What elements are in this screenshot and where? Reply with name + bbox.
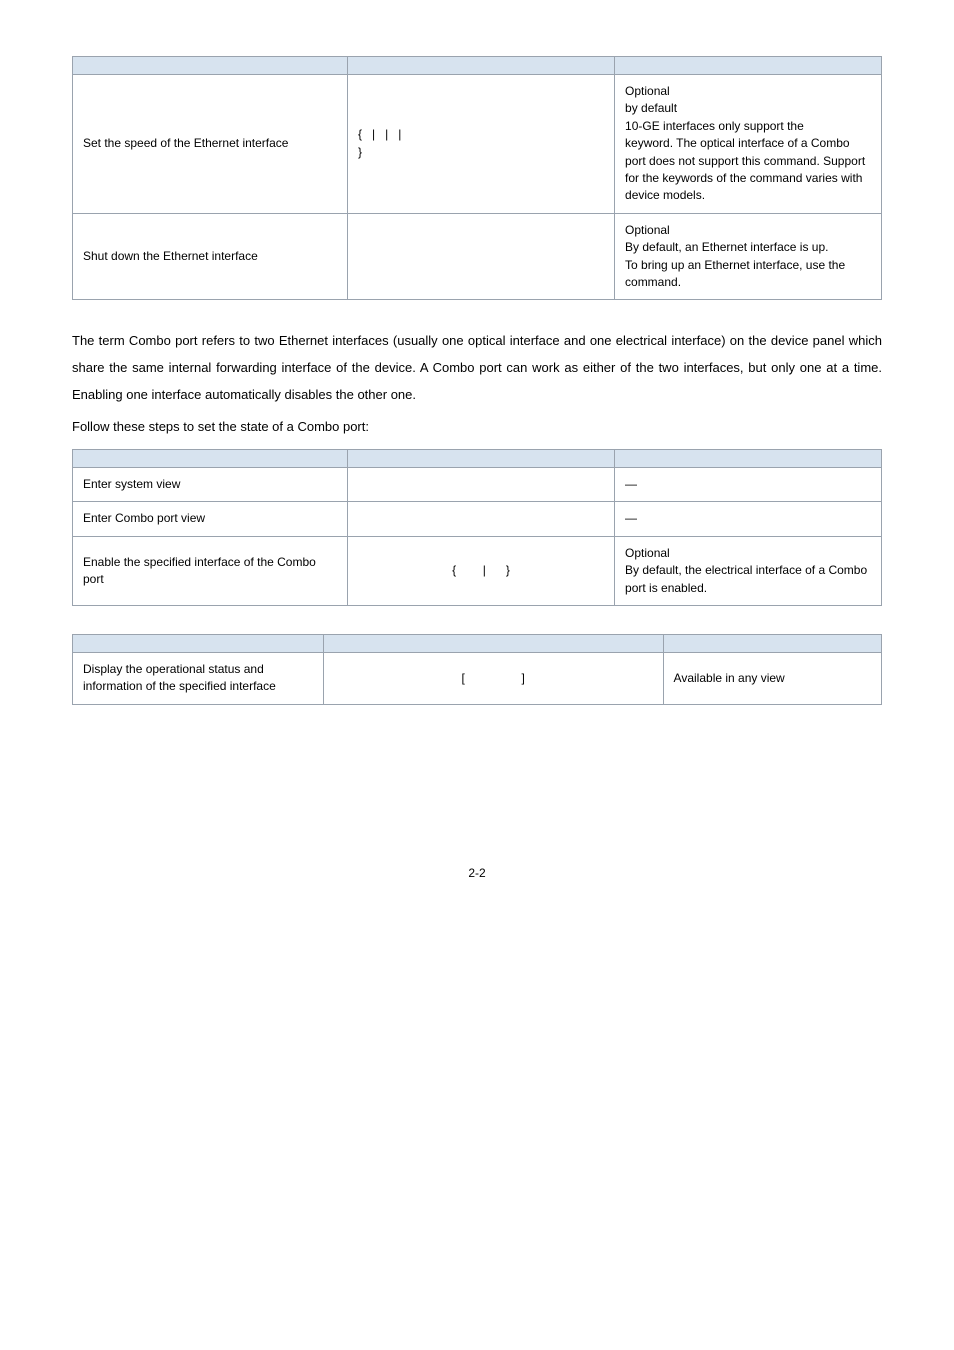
- config-table-2: Enter system view — Enter Combo port vie…: [72, 449, 882, 606]
- config-table-3: Display the operational status and infor…: [72, 634, 882, 705]
- cell-desc: Enter Combo port view: [73, 502, 348, 536]
- cell-cmd: [ ]: [323, 653, 663, 705]
- table-header: [73, 635, 882, 653]
- paragraph-combo-desc: The term Combo port refers to two Ethern…: [72, 328, 882, 408]
- cell-cmd: [348, 213, 615, 300]
- cell-cmd: [348, 468, 615, 502]
- table-header: [73, 450, 882, 468]
- table-row: Shut down the Ethernet interface Optiona…: [73, 213, 882, 300]
- cell-desc: Set the speed of the Ethernet interface: [73, 75, 348, 214]
- table-row: Set the speed of the Ethernet interface …: [73, 75, 882, 214]
- cell-cmd: { | | | }: [348, 75, 615, 214]
- cell-note: Available in any view: [663, 653, 881, 705]
- steps-intro: Follow these steps to set the state of a…: [72, 418, 882, 437]
- cell-desc: Display the operational status and infor…: [73, 653, 324, 705]
- cell-desc: Shut down the Ethernet interface: [73, 213, 348, 300]
- header-cell: [348, 57, 615, 75]
- header-cell: [615, 57, 882, 75]
- header-cell: [348, 450, 615, 468]
- cell-cmd: [348, 502, 615, 536]
- table-header: [73, 57, 882, 75]
- header-cell: [73, 635, 324, 653]
- cell-note: Optional By default, the electrical inte…: [615, 536, 882, 605]
- page-number: 2-2: [72, 865, 882, 882]
- cell-desc: Enter system view: [73, 468, 348, 502]
- cell-note: —: [615, 502, 882, 536]
- table-row: Enter Combo port view —: [73, 502, 882, 536]
- table-row: Enter system view —: [73, 468, 882, 502]
- table-row: Display the operational status and infor…: [73, 653, 882, 705]
- cell-cmd: { | }: [348, 536, 615, 605]
- config-table-1: Set the speed of the Ethernet interface …: [72, 56, 882, 300]
- cell-note: Optional by default 10-GE interfaces onl…: [615, 75, 882, 214]
- cell-note: —: [615, 468, 882, 502]
- cell-note: Optional By default, an Ethernet interfa…: [615, 213, 882, 300]
- header-cell: [663, 635, 881, 653]
- header-cell: [73, 450, 348, 468]
- cell-desc: Enable the specified interface of the Co…: [73, 536, 348, 605]
- header-cell: [615, 450, 882, 468]
- header-cell: [323, 635, 663, 653]
- header-cell: [73, 57, 348, 75]
- table-row: Enable the specified interface of the Co…: [73, 536, 882, 605]
